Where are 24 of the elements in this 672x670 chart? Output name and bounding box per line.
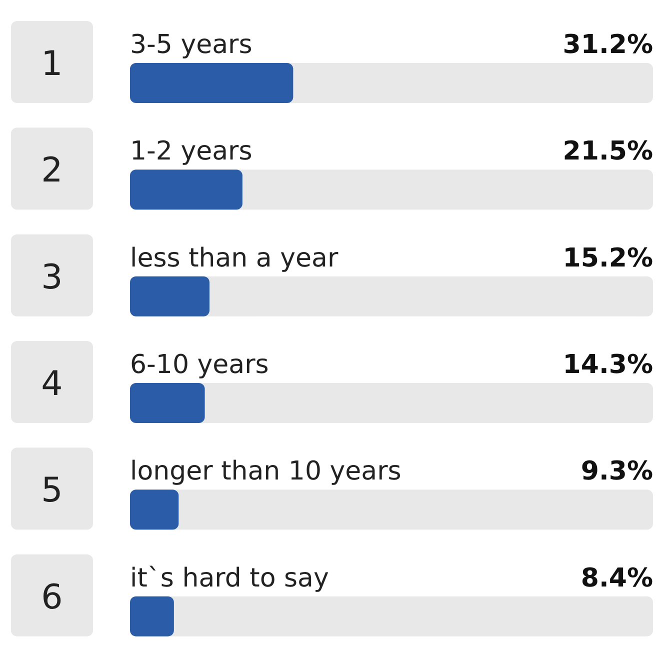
y-tick-label: 3-5 years [130,30,252,60]
text: 1 [41,44,63,84]
data-label: 21.5% [562,136,653,167]
y-tick-label: 1-2 years [130,136,252,167]
data-label: 31.2% [562,30,653,60]
data-label: 14.3% [562,350,653,380]
text: 5 [41,470,63,511]
text: 6 [41,577,63,618]
data-label: 9.3% [580,456,653,487]
text: 3 [41,257,63,298]
bar [130,276,210,316]
bar [130,596,174,636]
y-tick-label: 6-10 years [130,350,269,380]
text: 2 [41,150,63,191]
y-tick-label: it`s hard to say [130,563,329,594]
bar [130,170,242,210]
data-label: 15.2% [562,243,653,274]
y-tick-label: longer than 10 years [130,456,402,487]
bar [130,63,294,103]
data-label: 8.4% [580,563,653,594]
bar [130,490,179,530]
y-tick-label: less than a year [130,243,338,274]
bar [130,383,205,423]
text: 4 [41,364,63,404]
